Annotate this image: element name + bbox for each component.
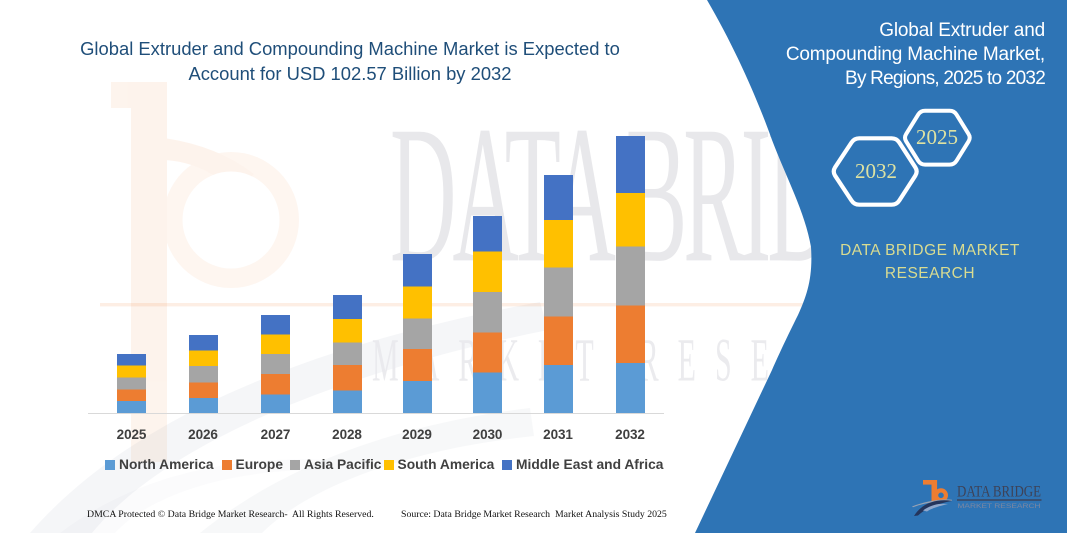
svg-text:DATA BRIDGE: DATA BRIDGE [957,484,1041,501]
svg-text:MARKET RESEARCH: MARKET RESEARCH [958,503,1041,510]
